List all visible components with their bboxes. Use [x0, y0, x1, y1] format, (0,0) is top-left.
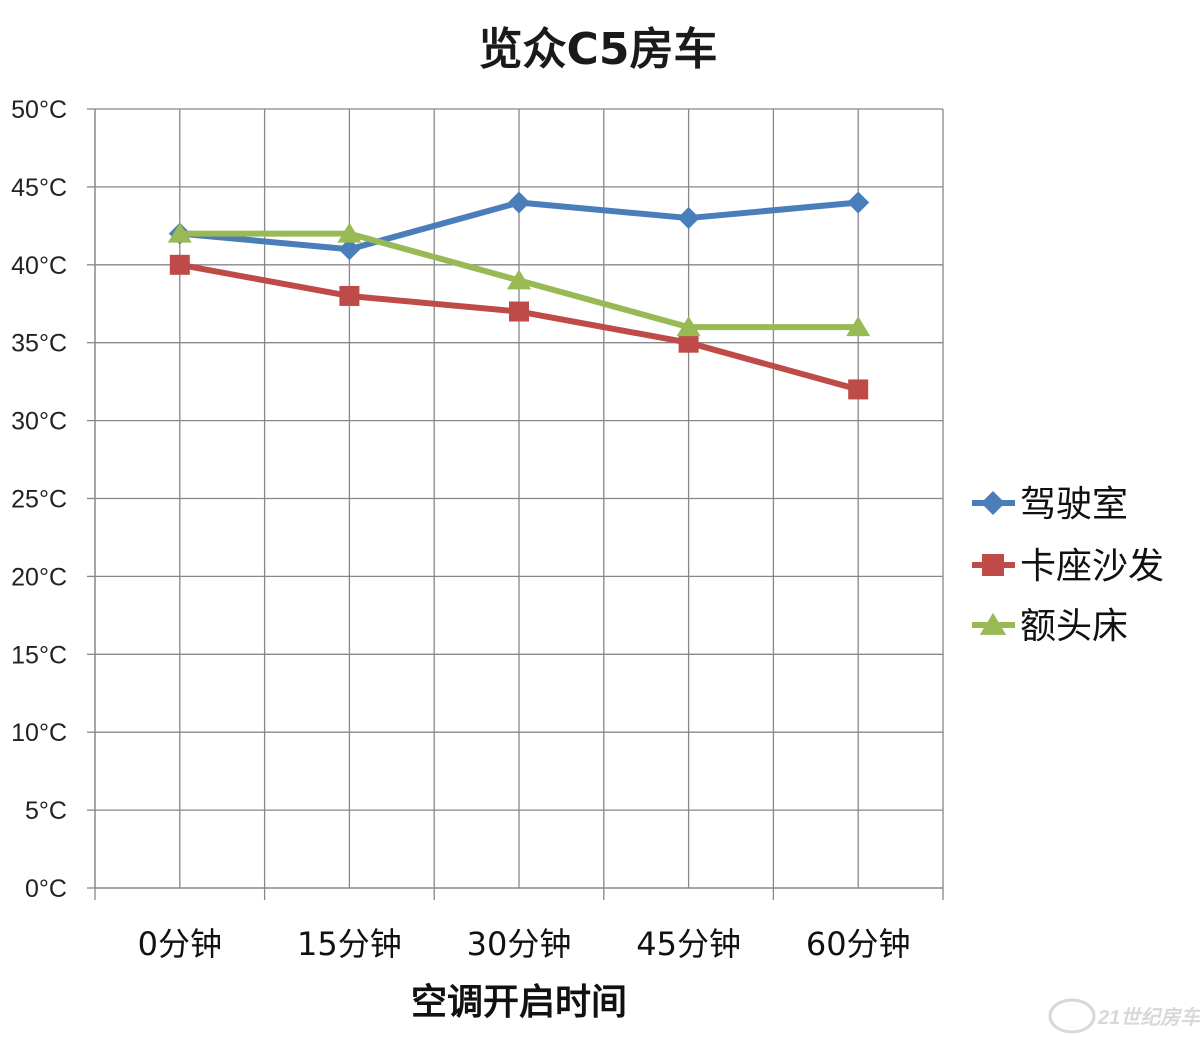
y-tick-label: 10°C	[11, 719, 67, 747]
legend-item: 额头床	[972, 606, 1128, 647]
y-tick-label: 0°C	[25, 875, 67, 903]
x-axis-ticks: 0分钟 15分钟 30分钟 45分钟 60分钟	[138, 925, 911, 963]
y-tick-label: 20°C	[11, 563, 67, 591]
grid	[95, 108, 944, 888]
legend-label: 卡座沙发	[1020, 546, 1164, 587]
data-point	[509, 301, 529, 322]
x-tick-label: 0分钟	[138, 925, 222, 963]
legend-item: 卡座沙发	[972, 546, 1164, 587]
data-point	[847, 191, 870, 214]
watermark-text: 21世纪房车	[1097, 1006, 1200, 1029]
axes	[87, 108, 944, 900]
data-point	[677, 207, 700, 230]
legend-marker	[981, 491, 1005, 515]
data-point	[169, 254, 190, 275]
x-tick-label: 15分钟	[297, 925, 402, 963]
series-2	[169, 254, 869, 400]
x-tick-label: 45分钟	[636, 925, 741, 963]
y-tick-label: 30°C	[11, 408, 67, 436]
y-tick-label: 50°C	[11, 96, 67, 124]
data-point	[167, 222, 192, 243]
y-tick-label: 45°C	[11, 174, 67, 202]
series-group	[167, 191, 871, 400]
y-tick-label: 25°C	[11, 486, 67, 514]
data-point	[678, 332, 699, 353]
legend-label: 额头床	[1020, 606, 1128, 647]
data-point	[848, 379, 869, 400]
y-axis-ticks: 0°C 5°C 10°C 15°C 20°C 25°C 30°C 35°C 40°C 45°C 50…	[11, 96, 67, 903]
x-axis-label: 空调开启时间	[411, 982, 627, 1023]
data-point	[337, 222, 362, 243]
chart-title: 览众C5房车	[479, 24, 718, 75]
y-tick-label: 5°C	[25, 797, 67, 825]
y-tick-label: 40°C	[11, 252, 67, 280]
data-point	[339, 285, 360, 306]
data-point	[846, 316, 871, 337]
x-tick-label: 60分钟	[806, 925, 911, 963]
y-tick-label: 35°C	[11, 330, 67, 358]
series-3	[167, 222, 871, 337]
legend-label: 驾驶室	[1020, 484, 1128, 525]
legend-marker	[979, 612, 1007, 635]
y-tick-label: 15°C	[11, 641, 67, 669]
legend-marker	[982, 554, 1004, 576]
data-point	[507, 269, 531, 290]
data-point	[508, 191, 530, 214]
legend-item: 驾驶室	[972, 484, 1128, 525]
watermark-logo: 21世纪房车	[1048, 998, 1200, 1034]
data-point	[338, 238, 361, 261]
x-tick-label: 30分钟	[467, 925, 572, 963]
data-point	[676, 316, 701, 337]
